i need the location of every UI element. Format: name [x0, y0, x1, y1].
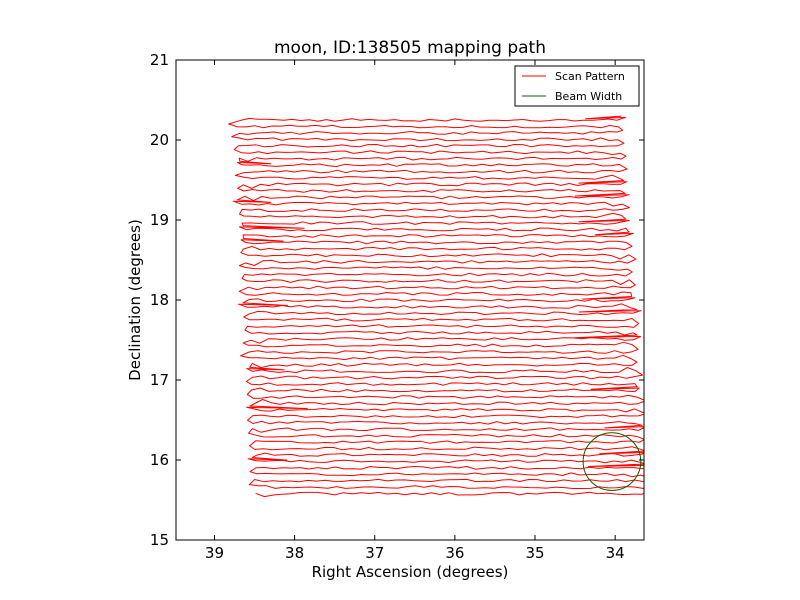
y-tick-label: 19	[150, 211, 169, 229]
y-tick-label: 20	[150, 131, 169, 149]
x-axis-label: Right Ascension (degrees)	[312, 563, 509, 581]
x-tick-label: 34	[606, 544, 625, 562]
y-tick-label: 21	[150, 51, 169, 69]
x-tick-label: 35	[525, 544, 544, 562]
y-tick-label: 18	[150, 291, 169, 309]
legend: Scan Pattern Beam Width	[514, 65, 640, 107]
y-tick-label: 15	[150, 531, 169, 549]
y-tick-label: 17	[150, 371, 169, 389]
x-tick-label: 37	[365, 544, 384, 562]
y-axis-label: Declination (degrees)	[126, 219, 144, 381]
legend-frame	[514, 65, 640, 107]
beam-width-circle	[582, 432, 642, 491]
legend-beam-width-label: Beam Width	[555, 90, 622, 103]
y-tick-label: 16	[150, 451, 169, 469]
scan-pattern-line	[228, 115, 644, 498]
chart-title: moon, ID:138505 mapping path	[274, 38, 546, 58]
legend-scan-pattern-label: Scan Pattern	[555, 70, 625, 83]
x-tick-label: 36	[445, 544, 464, 562]
x-tick-label: 38	[285, 544, 304, 562]
x-tick-label: 39	[205, 544, 224, 562]
ticks-layer: 39 38 37 36 35 34 15 16 17 18 19 20 21	[150, 51, 644, 562]
series-layer	[228, 115, 644, 498]
